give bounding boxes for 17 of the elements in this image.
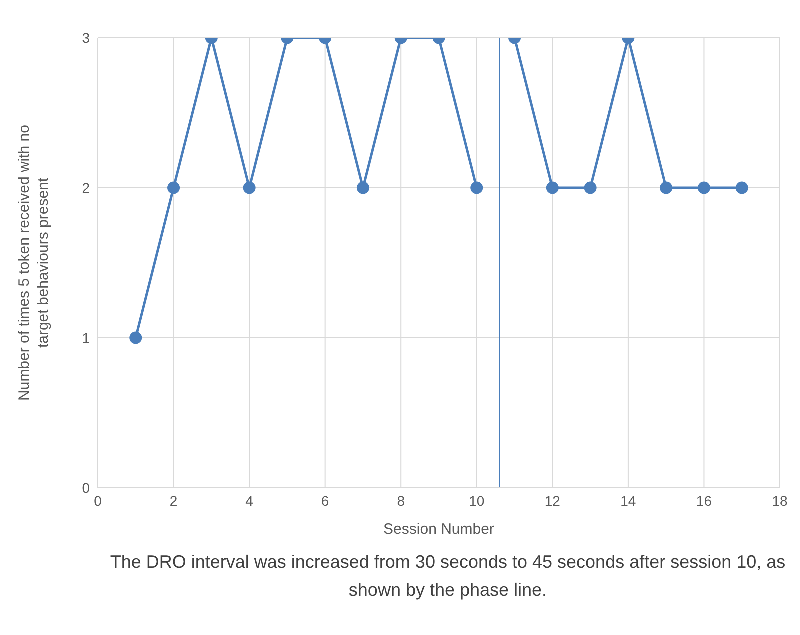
- x-tick-label: 16: [696, 492, 712, 509]
- x-tick-label: 12: [544, 492, 561, 509]
- x-tick-label: 2: [170, 492, 178, 509]
- y-axis-title: Number of times 5 token received with no target behaviours present: [16, 125, 52, 401]
- x-tick-label: 18: [772, 492, 788, 509]
- x-tick-label: 6: [321, 492, 330, 509]
- x-tick-label: 0: [94, 492, 102, 509]
- x-tick-label: 4: [246, 492, 254, 509]
- x-tick-label: 10: [469, 492, 485, 509]
- y-tick-label: 2: [82, 180, 90, 196]
- y-tick-label: 1: [82, 330, 90, 346]
- y-tick-label: 3: [82, 30, 90, 46]
- x-tick-label: 8: [397, 492, 406, 509]
- x-tick-label: 14: [620, 492, 636, 509]
- y-tick-label: 0: [82, 480, 90, 496]
- x-axis-title: Session Number: [384, 521, 494, 538]
- text: The DRO interval was increased from 30 seconds to 45 seconds after session 10, as shown by the phase line.: [109, 551, 787, 602]
